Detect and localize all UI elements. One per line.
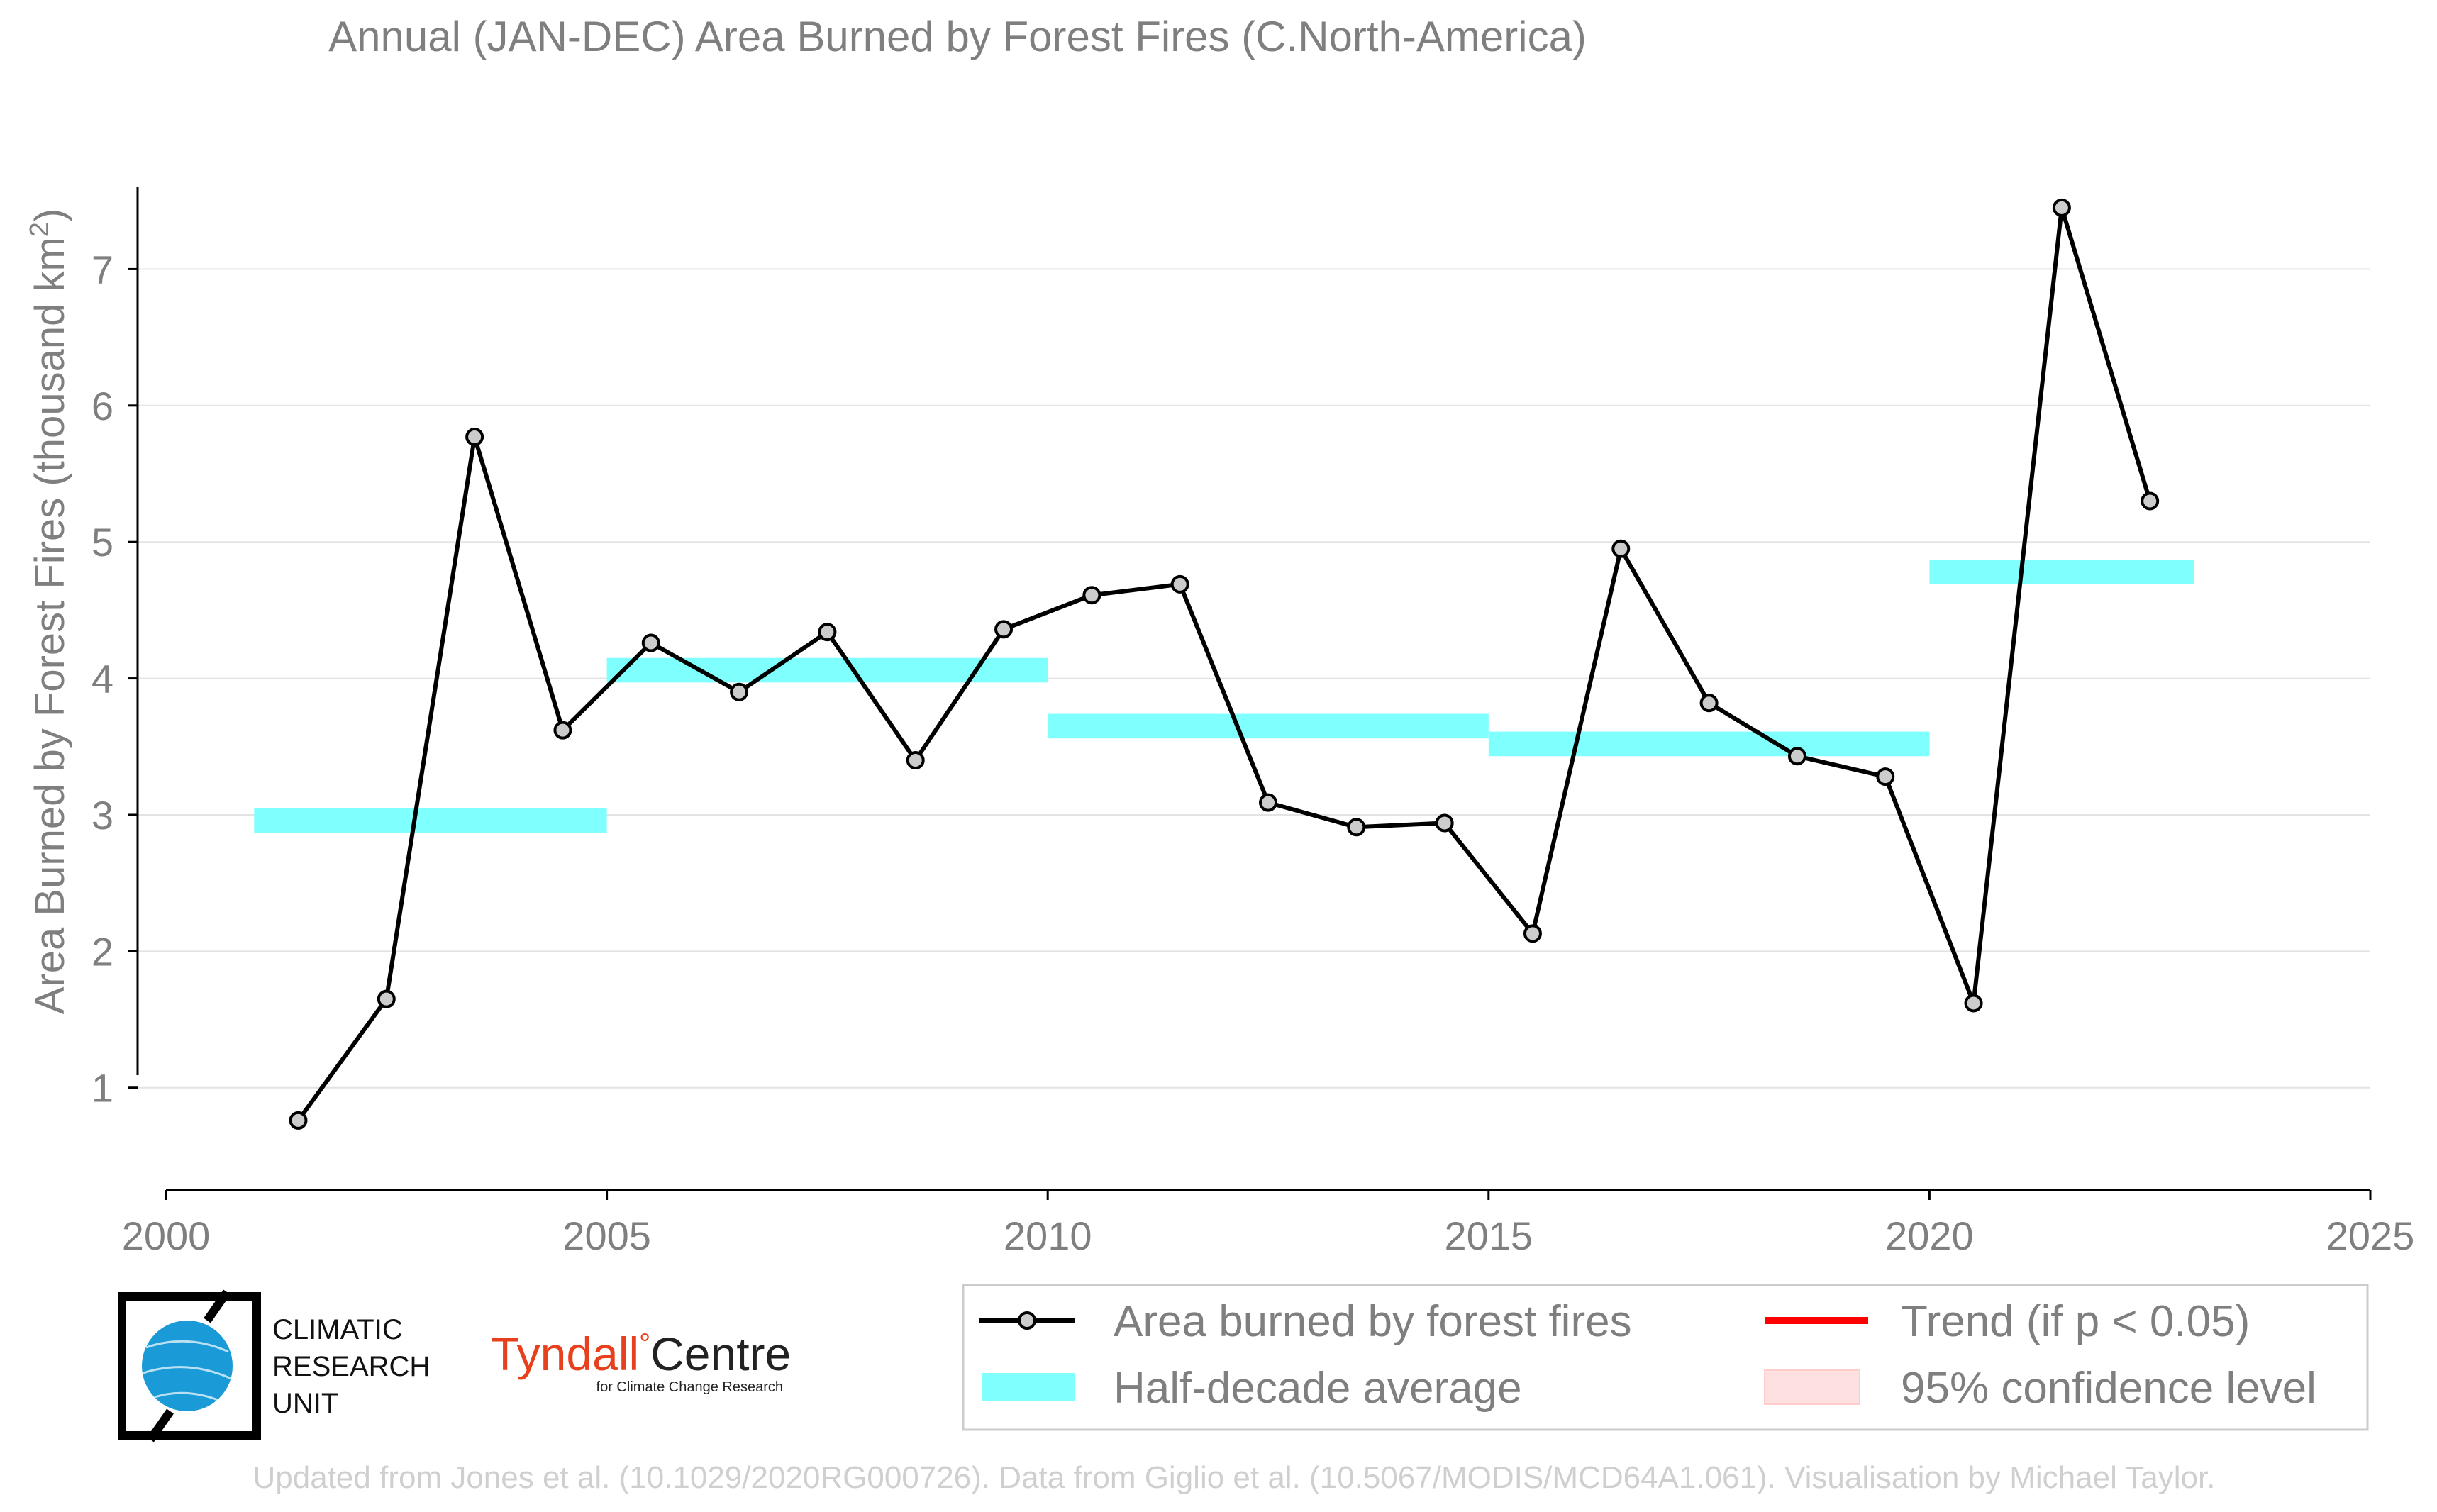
- data-series: [289, 198, 2160, 1130]
- x-tick-label: 2005: [562, 1213, 651, 1258]
- data-point: [818, 623, 837, 642]
- cru-logo-bracket-right: [150, 1292, 261, 1440]
- legend-label-confidence: 95% confidence level: [1901, 1364, 2316, 1413]
- legend-band-swatch: [982, 1373, 1075, 1401]
- data-point: [1787, 747, 1806, 766]
- half-decade-bar: [1048, 713, 1489, 739]
- footer-credits: Updated from Jones et al. (10.1029/2020R…: [253, 1460, 2216, 1495]
- legend-marker-swatch: [1018, 1311, 1036, 1330]
- x-ticks: 2000 2005 2010 2015 2020 2025: [122, 1190, 2415, 1258]
- data-point: [730, 682, 749, 701]
- cru-logo-line-1: CLIMATIC: [272, 1314, 403, 1345]
- y-axis-label-superscript: 2: [25, 222, 55, 237]
- data-point: [994, 620, 1014, 639]
- data-point: [1259, 793, 1277, 812]
- data-point: [1347, 818, 1366, 837]
- data-point: [906, 751, 925, 769]
- cru-logo-bracket-left: [118, 1292, 227, 1440]
- gridlines: [138, 268, 2370, 1089]
- tyndall-logo-degree: °: [639, 1328, 650, 1360]
- y-tick-label: 5: [91, 520, 113, 565]
- x-tick-label: 2020: [1885, 1213, 1974, 1258]
- cru-logo-line-2: RESEARCH: [272, 1351, 430, 1382]
- data-point: [1170, 574, 1189, 594]
- data-point: [377, 989, 396, 1008]
- chart-title: Annual (JAN-DEC) Area Burned by Forest F…: [328, 13, 1587, 60]
- data-point: [2052, 198, 2071, 217]
- y-axis-label-close: ): [27, 209, 73, 222]
- x-tick-label: 2015: [1445, 1213, 1533, 1258]
- x-tick-label: 2025: [2326, 1213, 2415, 1258]
- data-point: [1964, 994, 1983, 1013]
- x-tick-label: 2010: [1004, 1213, 1092, 1258]
- data-point: [1611, 539, 1631, 558]
- legend: Area burned by forest fires Trend (if p …: [962, 1284, 2369, 1431]
- legend-label-half-decade: Half-decade average: [1114, 1364, 1522, 1413]
- data-point: [1699, 694, 1719, 713]
- y-tick-label: 3: [91, 793, 113, 838]
- cru-logo-slash-top: [204, 1289, 231, 1323]
- data-point: [465, 428, 484, 447]
- data-point: [553, 721, 572, 740]
- legend-item-half-decade: Half-decade average: [982, 1364, 1522, 1413]
- legend-label-area-burned: Area burned by forest fires: [1114, 1297, 1632, 1346]
- cru-logo-slash-bottom: [147, 1408, 174, 1442]
- y-tick-label: 7: [91, 247, 113, 291]
- tyndall-logo-black: Centre: [650, 1328, 791, 1380]
- globe-lines: [143, 1340, 232, 1403]
- half-decade-bar: [1488, 731, 1930, 757]
- data-point: [1082, 586, 1101, 605]
- cru-logo-line-3: UNIT: [272, 1388, 338, 1419]
- legend-label-trend: Trend (if p < 0.05): [1901, 1297, 2250, 1346]
- legend-item-area-burned: Area burned by forest fires: [979, 1297, 1632, 1346]
- y-axis-label-main: Area Burned by Forest Fires (thousand km: [27, 237, 73, 1014]
- y-ticks: 1 2 3 4 5 6 7: [91, 247, 138, 1111]
- x-tick-label: 2000: [122, 1213, 211, 1258]
- y-tick-label: 1: [91, 1066, 113, 1111]
- half-decade-bar: [1929, 560, 2194, 584]
- y-axis-label: Area Burned by Forest Fires (thousand km…: [25, 209, 73, 1015]
- data-point: [1876, 767, 1895, 786]
- data-point: [289, 1111, 308, 1130]
- tyndall-logo: Tyndall°Centre for Climate Change Resear…: [491, 1328, 791, 1395]
- data-point: [1435, 813, 1454, 833]
- y-tick-label: 2: [91, 929, 113, 974]
- legend-confidence-swatch: [1764, 1369, 1860, 1405]
- data-point: [2141, 491, 2160, 511]
- legend-frame: [962, 1284, 2369, 1431]
- half-decade-bar: [254, 808, 607, 833]
- legend-item-confidence: 95% confidence level: [1764, 1364, 2316, 1413]
- legend-item-trend: Trend (if p < 0.05): [1765, 1297, 2250, 1346]
- data-point: [641, 633, 660, 652]
- tyndall-logo-title: Tyndall°Centre: [491, 1328, 791, 1380]
- axes: [136, 187, 2370, 1191]
- series-line: [296, 205, 2153, 1122]
- y-tick-label: 6: [91, 384, 113, 428]
- tyndall-logo-subtitle: for Climate Change Research: [596, 1379, 783, 1395]
- data-point: [1523, 924, 1542, 943]
- cru-logo: CLIMATIC RESEARCH UNIT: [118, 1289, 430, 1442]
- y-tick-label: 4: [91, 657, 113, 701]
- tyndall-logo-red: Tyndall: [491, 1328, 639, 1380]
